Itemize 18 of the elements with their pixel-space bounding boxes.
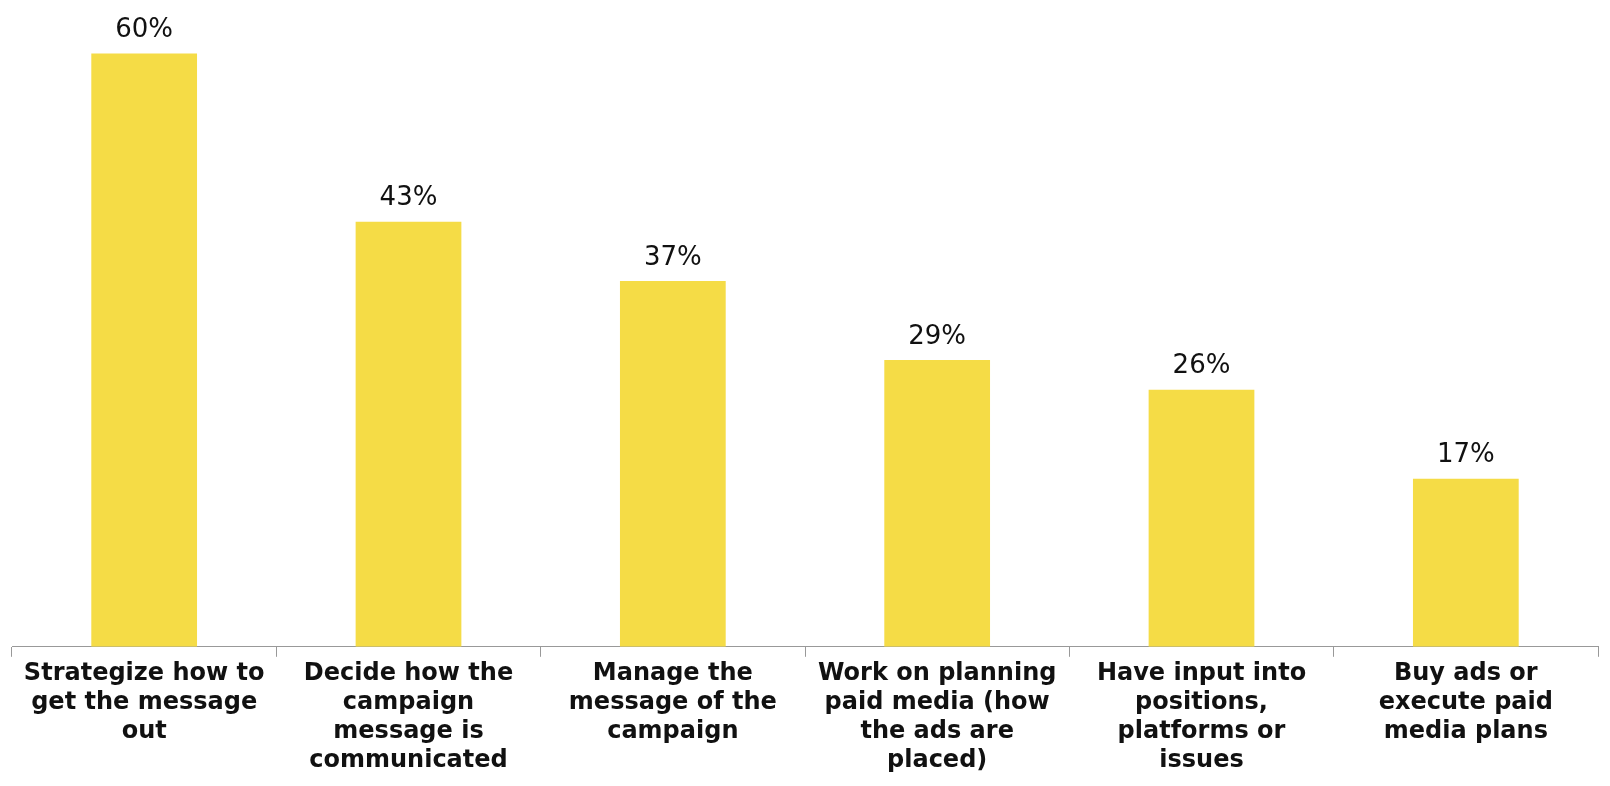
data-label: 17% bbox=[1436, 438, 1495, 469]
bar bbox=[355, 221, 462, 647]
bar bbox=[884, 360, 991, 647]
bar bbox=[1412, 478, 1519, 647]
data-label: 26% bbox=[1172, 349, 1231, 380]
bar bbox=[91, 53, 198, 647]
x-tick-label: Have input into positions, platforms or issues bbox=[1096, 658, 1307, 773]
data-label: 29% bbox=[908, 319, 967, 350]
data-label: 43% bbox=[379, 181, 438, 212]
x-tick-label: Strategize how to get the message out bbox=[23, 658, 265, 745]
x-tick-label: Manage the message of the campaign bbox=[568, 658, 777, 745]
bar bbox=[619, 280, 726, 647]
data-label: 60% bbox=[115, 13, 174, 44]
x-tick-label: Buy ads or execute paid media plans bbox=[1378, 658, 1553, 745]
x-tick-label: Decide how the campaign message is communicated bbox=[303, 658, 514, 773]
bar bbox=[1148, 389, 1255, 647]
x-tick-label: Work on planning paid media (how the ads are placed) bbox=[817, 658, 1057, 773]
data-label: 37% bbox=[643, 240, 702, 271]
